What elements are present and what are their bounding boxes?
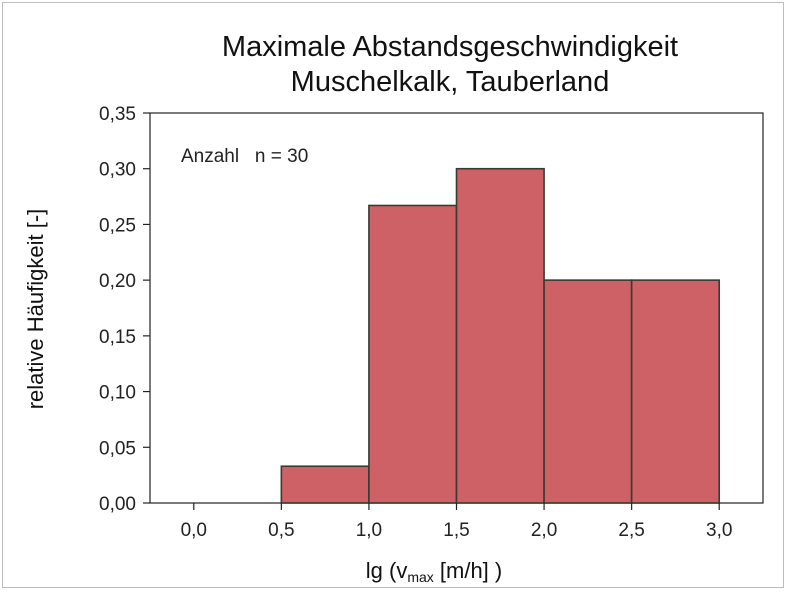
y-tick-label-6: 0,30 (99, 160, 136, 181)
chart-title: Maximale Abstandsgeschwindigkeit (221, 31, 679, 63)
y-tick-label-0: 0,00 (99, 494, 136, 515)
x-axis-title-suffix: [m/h] ) (434, 558, 502, 583)
x-tick-label-4: 2,0 (531, 520, 557, 541)
chart-subtitle: Muschelkalk, Tauberland (290, 66, 610, 98)
x-tick-label-6: 3,0 (706, 520, 732, 541)
histogram-bar-3 (455, 167, 545, 504)
x-axis-title-subscript: max (407, 569, 433, 585)
y-tick-label-7: 0,35 (99, 104, 136, 125)
x-tick-label-0: 0,0 (181, 520, 207, 541)
histogram-bar-5 (630, 279, 721, 504)
bars-group (280, 167, 721, 504)
x-tick-label-5: 2,5 (618, 520, 644, 541)
x-axis: 0,0 0,5 1,0 1,5 2,0 2,5 3,0 (181, 503, 732, 541)
x-tick-label-3: 1,5 (443, 520, 469, 541)
x-axis-title-prefix: lg (v (366, 558, 408, 583)
histogram-bar-1 (280, 465, 370, 504)
x-tick-label-2: 1,0 (356, 520, 382, 541)
x-axis-title: lg (vmax [m/h] ) (366, 558, 502, 585)
y-axis: 0,00 0,05 0,10 0,15 0,20 0,25 0,30 0,35 (99, 104, 150, 515)
y-tick-label-4: 0,20 (99, 271, 136, 292)
y-tick-label-1: 0,05 (99, 438, 136, 459)
x-tick-label-1: 0,5 (268, 520, 294, 541)
y-tick-label-5: 0,25 (99, 215, 136, 236)
histogram-bar-4 (543, 279, 633, 504)
y-tick-label-2: 0,10 (99, 383, 136, 404)
y-axis-title: relative Häufigkeit [-] (23, 209, 48, 410)
sample-size-annotation: Anzahl n = 30 (181, 146, 308, 167)
histogram-bar-2 (368, 204, 458, 504)
y-tick-label-3: 0,15 (99, 327, 136, 348)
